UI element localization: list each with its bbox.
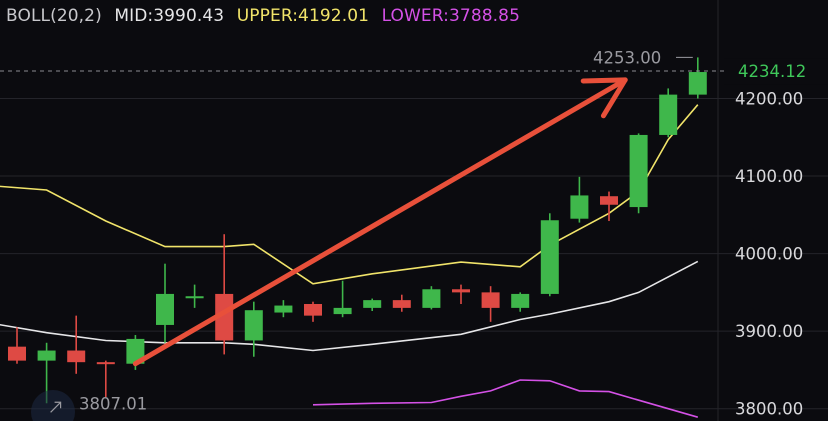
- candle-body[interactable]: [540, 220, 559, 294]
- candle-body[interactable]: [185, 296, 204, 299]
- candle-body[interactable]: [511, 293, 530, 308]
- price-axis-tick: 3900.00: [735, 322, 803, 341]
- candle-body[interactable]: [570, 195, 589, 219]
- candle-body[interactable]: [392, 300, 411, 308]
- candle-body[interactable]: [600, 196, 618, 205]
- current-price-tag: 4234.12: [738, 62, 806, 81]
- boll-lower-value: LOWER:3788.85: [381, 6, 520, 26]
- candle-body[interactable]: [688, 72, 707, 95]
- boll-mid-value: MID:3990.43: [114, 6, 225, 26]
- price-axis-tick: 4000.00: [735, 245, 803, 264]
- boll-mid-line: [0, 260, 699, 352]
- candle-body[interactable]: [244, 310, 263, 341]
- candle-body[interactable]: [659, 94, 678, 135]
- boll-upper-value: UPPER:4192.01: [236, 6, 370, 26]
- trend-arrow-head: [580, 77, 628, 119]
- candle-body[interactable]: [481, 292, 500, 308]
- low-marker-glow: [31, 390, 75, 421]
- price-axis-tick: 4100.00: [735, 167, 803, 186]
- price-axis-tick: 4200.00: [735, 90, 803, 109]
- candle-body[interactable]: [67, 350, 86, 363]
- candle-body[interactable]: [333, 307, 352, 315]
- boll-upper-line: [0, 104, 699, 285]
- candle-body[interactable]: [156, 293, 174, 325]
- candle-body[interactable]: [215, 293, 234, 341]
- candle-body[interactable]: [629, 134, 648, 208]
- low-price-label: 3807.01: [79, 394, 147, 413]
- boll-lower-line: [312, 379, 699, 418]
- candle-body[interactable]: [452, 289, 470, 293]
- price-axis-tick: 3800.00: [735, 400, 803, 419]
- high-price-label: 4253.00: [593, 48, 661, 67]
- candle-body[interactable]: [422, 289, 441, 308]
- candle-body[interactable]: [126, 338, 145, 364]
- candle-body[interactable]: [8, 346, 26, 361]
- candle-body[interactable]: [37, 350, 56, 361]
- low-price-leader-head: [54, 401, 62, 409]
- trend-arrow-shaft: [132, 77, 628, 367]
- low-price-leader: [50, 401, 62, 413]
- candle-body[interactable]: [304, 304, 322, 316]
- current-price-tag-bg: [724, 58, 828, 85]
- candle-body[interactable]: [96, 362, 115, 365]
- candle-body[interactable]: [363, 300, 382, 308]
- candle-body[interactable]: [274, 305, 293, 313]
- boll-indicator-header[interactable]: BOLL(20,2) MID:3990.43 UPPER:4192.01 LOW…: [6, 6, 527, 26]
- boll-name: BOLL(20,2): [6, 6, 102, 26]
